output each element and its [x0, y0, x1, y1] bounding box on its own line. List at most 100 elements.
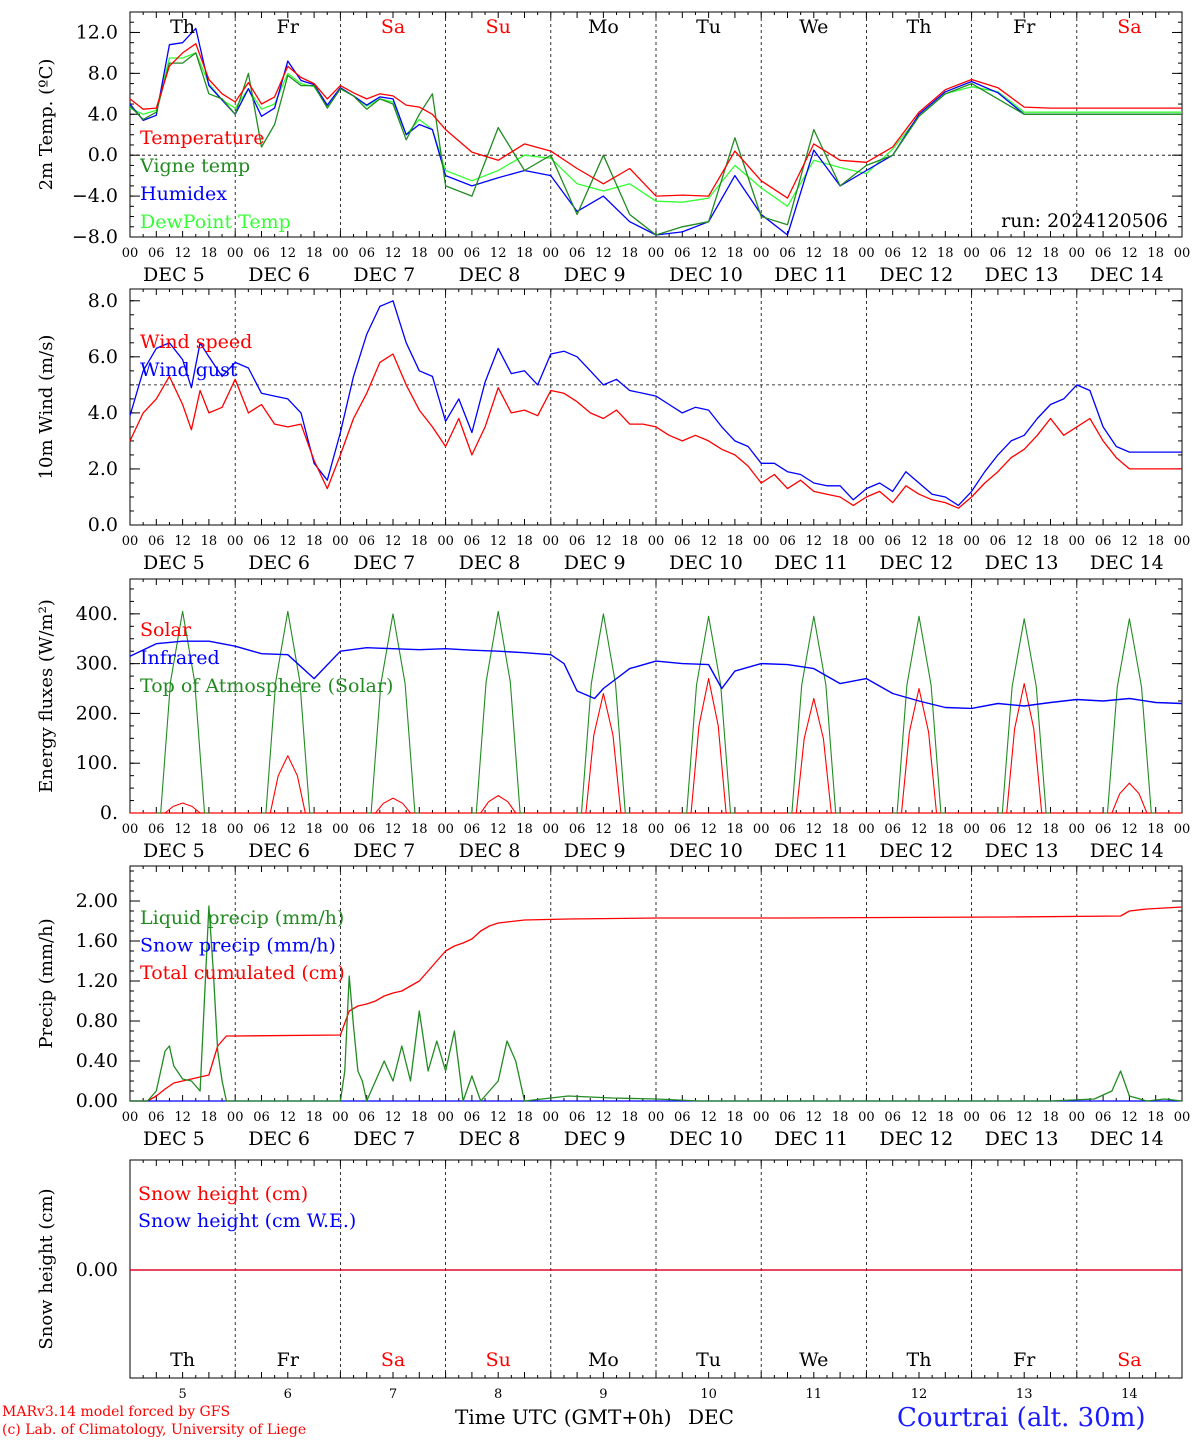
hour-tick-label: 00: [753, 1110, 770, 1125]
series-line: [129, 52, 1182, 236]
hour-tick-label: 00: [648, 1110, 665, 1125]
hour-tick-label: 06: [358, 1110, 375, 1125]
hour-tick-label: 00: [753, 246, 770, 261]
hour-tick-label: 00: [753, 822, 770, 837]
hour-tick-label: 00: [1174, 246, 1191, 261]
toa-peak: [997, 618, 1051, 814]
hour-tick-label: 12: [1016, 822, 1033, 837]
date-label: DEC 8: [459, 552, 521, 574]
date-label: DEC 13: [985, 1128, 1059, 1150]
hour-tick-label: 18: [201, 1110, 218, 1125]
date-label: DEC 10: [669, 1128, 743, 1150]
hour-tick-label: 06: [464, 822, 481, 837]
day-number: 13: [1016, 1387, 1033, 1402]
legend-entry: DewPoint Temp: [140, 211, 291, 233]
hour-tick-label: 12: [1121, 246, 1138, 261]
y-tick-label: 4.0: [88, 402, 118, 424]
hour-tick-label: 18: [727, 822, 744, 837]
day-name: Mo: [588, 1349, 619, 1371]
hour-tick-label: 06: [1095, 822, 1112, 837]
hour-tick-label: 18: [516, 534, 533, 549]
date-label: DEC 5: [143, 552, 205, 574]
solar-peak: [265, 755, 310, 814]
day-name: We: [799, 16, 828, 38]
day-name: Fr: [277, 16, 300, 38]
hour-tick-label: 18: [1042, 822, 1059, 837]
hour-tick-label: 18: [832, 1110, 849, 1125]
legend-entry: Snow height (cm): [138, 1183, 308, 1205]
hour-tick-label: 12: [174, 534, 191, 549]
time-axis-title: Time UTC (GMT+0h): [455, 1405, 672, 1429]
hour-tick-label: 00: [227, 822, 244, 837]
series-line: [130, 905, 1183, 1102]
y-axis-title: Energy fluxes (W/m²): [36, 599, 57, 793]
hour-tick-label: 00: [227, 534, 244, 549]
y-tick-label: 0.0: [88, 144, 118, 166]
hour-tick-label: 00: [122, 822, 139, 837]
run-label: run: 2024120506: [1001, 210, 1168, 232]
hour-tick-label: 06: [674, 822, 691, 837]
day-name: We: [799, 1349, 828, 1371]
hour-tick-label: 06: [674, 1110, 691, 1125]
hour-tick-label: 06: [148, 246, 165, 261]
toa-peak: [682, 615, 735, 814]
hour-tick-label: 12: [1016, 246, 1033, 261]
legend-entry: Wind speed: [140, 331, 252, 353]
panel-precip: 2.00 1.60 1.20 0.80 0.40 0.00 Precip (mm/h) 00 0…: [36, 865, 1190, 1150]
series-temperature: [129, 43, 1182, 199]
panels: 12.0 8.0 4.0 0.0 −4.0 −8.0 2m Temp. (ºC) 00 06 12…: [36, 11, 1191, 1402]
hour-tick-label: 06: [884, 246, 901, 261]
solar-peak: [160, 802, 205, 814]
hour-tick-label: 12: [700, 1110, 717, 1125]
hour-tick-label: 00: [122, 1110, 139, 1125]
date-label: DEC 5: [143, 264, 205, 286]
hour-tick-label: 12: [595, 822, 612, 837]
hour-tick-label: 12: [280, 534, 297, 549]
legend-entry: Snow precip (mm/h): [140, 935, 336, 957]
day-number: 8: [494, 1387, 502, 1402]
hour-tick-label: 18: [1147, 822, 1164, 837]
y-tick-label: −4.0: [72, 185, 118, 207]
toa-peak: [577, 613, 630, 814]
day-name: Fr: [1013, 16, 1036, 38]
solar-peak: [476, 795, 521, 814]
y-tick-label: 200.: [76, 702, 118, 724]
hour-tick-label: 12: [700, 822, 717, 837]
hour-tick-label: 18: [516, 1110, 533, 1125]
hour-tick-label: 06: [884, 534, 901, 549]
day-number: 12: [911, 1387, 928, 1402]
hour-tick-label: 00: [648, 246, 665, 261]
legend-entry: Wind gust: [140, 359, 238, 381]
day-name: Fr: [277, 1349, 300, 1371]
series-vigne-temp: [129, 52, 1182, 236]
y-tick-label: 4.0: [88, 103, 118, 125]
toa-peak: [471, 610, 525, 814]
day-number: 10: [700, 1387, 717, 1402]
hour-tick-label: 12: [490, 1110, 507, 1125]
legend-entry: Vigne temp: [139, 155, 250, 177]
footer: MARv3.14 model forced by GFS (c) Lab. of…: [2, 1403, 1146, 1438]
hour-tick-label: 12: [174, 1110, 191, 1125]
y-tick-label: 400.: [76, 603, 118, 625]
panel-wind: 8.0 6.0 4.0 2.0 0.0 10m Wind (m/s) 00 06 12 18 DEC…: [36, 288, 1190, 574]
y-tick-label: 8.0: [88, 290, 118, 312]
hour-tick-label: 00: [1069, 822, 1086, 837]
hour-tick-label: 00: [437, 534, 454, 549]
series-line: [129, 43, 1182, 199]
date-label: DEC 7: [353, 552, 415, 574]
series-humidex: [129, 27, 1182, 236]
date-label: DEC 13: [985, 552, 1059, 574]
legend-entry: Snow height (cm W.E.): [138, 1210, 356, 1232]
hour-tick-label: 12: [1121, 1110, 1138, 1125]
hour-tick-label: 12: [700, 534, 717, 549]
date-label: DEC 10: [669, 264, 743, 286]
hour-tick-label: 06: [779, 1110, 796, 1125]
hour-tick-label: 00: [543, 534, 560, 549]
lab-credit: (c) Lab. of Climatology, University of L…: [2, 1422, 306, 1438]
location-label: Courtrai (alt. 30m): [897, 1403, 1146, 1433]
hour-tick-label: 00: [1069, 534, 1086, 549]
hour-tick-label: 18: [727, 246, 744, 261]
date-label: DEC 7: [353, 840, 415, 862]
day-name: Mo: [588, 16, 619, 38]
hour-tick-label: 12: [1016, 534, 1033, 549]
